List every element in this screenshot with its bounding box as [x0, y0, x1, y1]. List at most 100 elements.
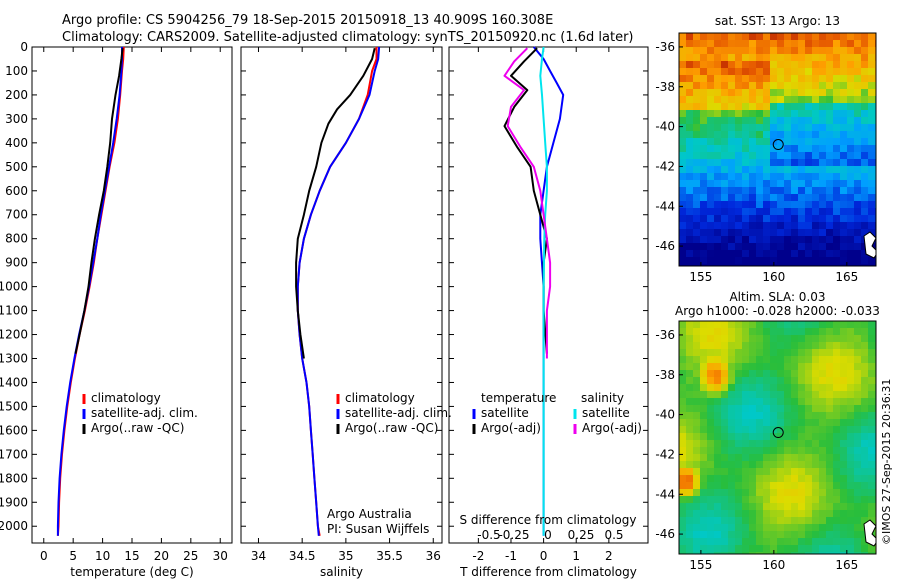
sst-map-cell [679, 152, 687, 160]
sst-map-cell [735, 187, 743, 195]
sla-map-cell [819, 356, 827, 364]
sla-map-cell [840, 349, 848, 357]
sst-map-cell [770, 173, 778, 181]
salinity-xtick-label: 35.5 [376, 549, 403, 563]
sla-map-cell [742, 510, 750, 518]
sst-map-cell [721, 173, 729, 181]
sla-map-cell [742, 461, 750, 469]
sst-map-cell [833, 236, 841, 244]
sla-map-cell [840, 496, 848, 504]
sla-map-cell [777, 363, 785, 371]
sla-map-cell [819, 545, 827, 553]
sla-map-cell [798, 356, 806, 364]
sla-map-cell [735, 447, 743, 455]
sla-map-cell [707, 363, 715, 371]
sst-map-cell [721, 54, 729, 62]
sst-map-cell [728, 215, 736, 223]
sla-map-cell [679, 468, 687, 476]
sst-map-cell [819, 236, 827, 244]
sst-map-cell [756, 180, 764, 188]
sst-map-cell [812, 243, 820, 251]
sla-map-cell [826, 440, 834, 448]
sla-map-cell [833, 468, 841, 476]
sla-map-cell [868, 482, 876, 490]
sla-map-cell [693, 545, 701, 553]
sla-map-cell [819, 398, 827, 406]
sla-map-cell [735, 384, 743, 392]
sla-map-cell [847, 482, 855, 490]
sst-map-cell [847, 243, 855, 251]
sst-map-cell [861, 54, 869, 62]
sla-map-cell [868, 489, 876, 497]
sla-map-cell [854, 335, 862, 343]
sst-map-cell [840, 54, 848, 62]
sst-map-ytick-label: -44 [655, 199, 675, 213]
sla-map-cell [868, 545, 876, 553]
sla-map-cell [728, 531, 736, 539]
sla-map-cell [861, 489, 869, 497]
sst-map-cell [714, 180, 722, 188]
sla-map-cell [847, 510, 855, 518]
sla-map-cell [728, 377, 736, 385]
sst-map-cell [735, 54, 743, 62]
sla-map-cell [819, 496, 827, 504]
sla-map-cell [777, 335, 785, 343]
sst-map-cell [812, 187, 820, 195]
sst-map-cell [770, 68, 778, 76]
sst-map-title: sat. SST: 13 Argo: 13 [715, 14, 840, 28]
sla-map-cell [679, 496, 687, 504]
sst-map-cell [700, 236, 708, 244]
sla-map-frame [678, 320, 877, 555]
sla-map-cell [707, 384, 715, 392]
sla-map-cell [777, 398, 785, 406]
sla-map-cell [700, 482, 708, 490]
sst-map-cell [742, 145, 750, 153]
sla-map-cell [791, 468, 799, 476]
sla-map-cell [721, 447, 729, 455]
sst-map-cell [805, 33, 813, 41]
sst-map-cell [679, 250, 687, 258]
sst-map-cell [742, 264, 750, 266]
sla-map-cell [798, 377, 806, 385]
sla-map-cell [812, 454, 820, 462]
sla-map-cell [742, 454, 750, 462]
sla-map-cell [721, 461, 729, 469]
sst-map-cell [840, 89, 848, 97]
sla-map-cell [693, 496, 701, 504]
sst-map-cell [714, 110, 722, 118]
sla-map-cell [693, 419, 701, 427]
sst-map-cell [861, 264, 869, 266]
sst-map-cell [763, 250, 771, 258]
sla-map-cell [798, 510, 806, 518]
sst-map-cell [679, 89, 687, 97]
sla-map-cell [756, 377, 764, 385]
sst-map-cell [854, 208, 862, 216]
sla-map-cell [826, 496, 834, 504]
sst-map-cell [840, 159, 848, 167]
sla-map-cell [707, 440, 715, 448]
sst-map-cell [679, 103, 687, 111]
sst-map-cell [714, 152, 722, 160]
sst-map-cell [714, 89, 722, 97]
sla-map-cell [784, 335, 792, 343]
sla-map-cell [784, 440, 792, 448]
sst-map-cell [784, 166, 792, 174]
sla-map-cell [777, 496, 785, 504]
sla-map-cell [756, 461, 764, 469]
sst-map-cell [819, 54, 827, 62]
sla-map-cell [707, 349, 715, 357]
sst-map-cell [693, 40, 701, 48]
sla-map-cell [791, 426, 799, 434]
sst-map-cell [847, 103, 855, 111]
sst-map-cell [756, 236, 764, 244]
sla-map-cell [840, 384, 848, 392]
sst-map-cell [847, 236, 855, 244]
sla-map-cell [700, 349, 708, 357]
sst-map-cell [861, 75, 869, 83]
sst-map-cell [721, 180, 729, 188]
sst-map-cell [735, 117, 743, 125]
sst-map-cell [826, 208, 834, 216]
sst-map-cell [742, 117, 750, 125]
sla-map-cell [840, 503, 848, 511]
sla-map-cell [735, 524, 743, 532]
